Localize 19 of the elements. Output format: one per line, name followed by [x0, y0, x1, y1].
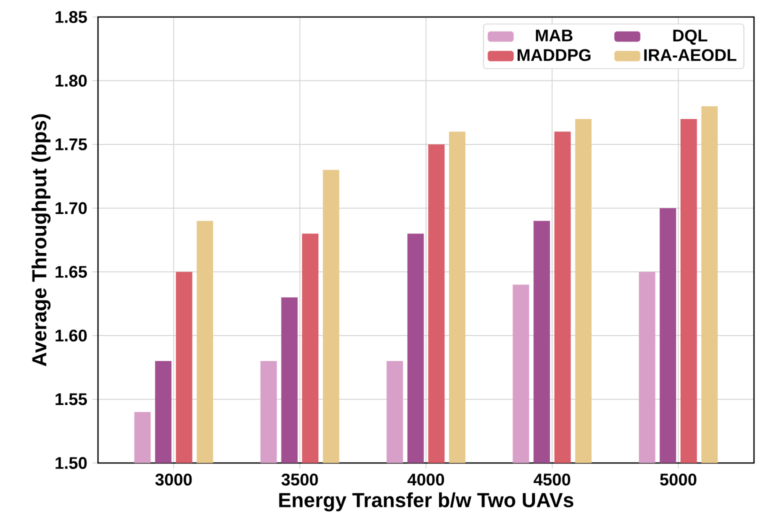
x-tick-label: 4500	[534, 474, 570, 486]
legend-label: IRA-AEODL	[644, 49, 736, 62]
y-tick-label: 1.65	[56, 266, 87, 278]
y-tick-label: 1.55	[56, 393, 87, 406]
x-tick-label: 5000	[660, 474, 696, 486]
y-tick-label: 1.60	[56, 330, 87, 342]
legend-label: MAB	[536, 30, 572, 42]
x-axis-title: Energy Transfer b/w Two UAVs	[279, 492, 574, 512]
y-axis-title: Average Throughput (bps)	[32, 114, 51, 366]
x-tick-label: 3000	[155, 474, 192, 486]
legend-label: MADDPG	[518, 49, 590, 62]
y-tick-label: 1.80	[56, 74, 87, 87]
y-tick-label: 1.70	[56, 202, 87, 214]
x-tick-label: 3500	[281, 474, 318, 486]
y-tick-label: 1.85	[56, 11, 87, 23]
legend-label: DQL	[673, 30, 708, 45]
y-tick-label: 1.50	[56, 457, 87, 469]
x-tick-label: 4000	[408, 474, 444, 486]
y-tick-label: 1.75	[56, 138, 87, 150]
